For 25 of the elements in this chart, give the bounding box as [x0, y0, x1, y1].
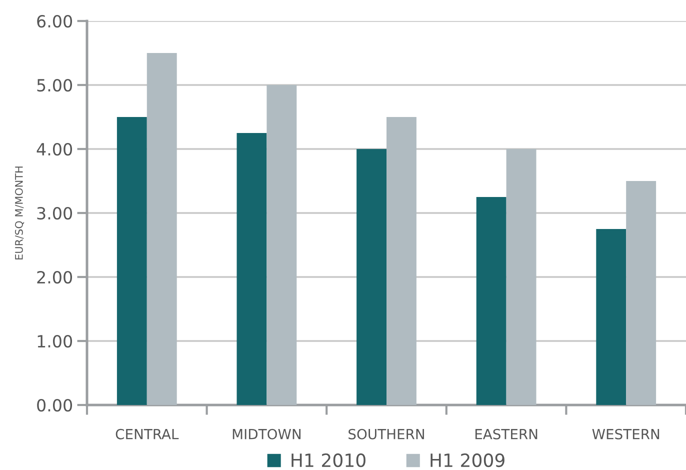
y-tick-label: 3.00 — [37, 206, 72, 220]
x-tick-label: MIDTOWN — [232, 428, 300, 440]
y-axis-title: EUR/SQ M/MONTH — [14, 166, 24, 260]
y-tick-label: 2.00 — [37, 270, 72, 284]
y-tick-label: 5.00 — [37, 78, 72, 92]
x-tick-label: SOUTHERN — [348, 428, 424, 440]
x-tick-label: EASTERN — [475, 428, 538, 440]
x-tick-label: WESTERN — [592, 428, 660, 440]
y-tick-label: 4.00 — [36, 142, 72, 156]
bar — [266, 85, 297, 405]
bar — [356, 149, 386, 405]
bar — [506, 149, 536, 405]
y-tick-label: 0.00 — [37, 398, 72, 412]
y-tick-label: 1.00 — [38, 334, 72, 348]
bar — [626, 181, 656, 405]
x-tick-label: CENTRAL — [116, 428, 179, 440]
bar — [146, 53, 177, 405]
bar — [236, 133, 267, 405]
legend-label: H1 2009 — [430, 453, 504, 468]
y-tick-label: 6.00 — [37, 14, 72, 28]
bar — [476, 197, 506, 405]
bar — [386, 117, 416, 405]
bar — [596, 229, 626, 405]
legend-label: H1 2010 — [292, 453, 366, 468]
bar — [116, 117, 147, 405]
